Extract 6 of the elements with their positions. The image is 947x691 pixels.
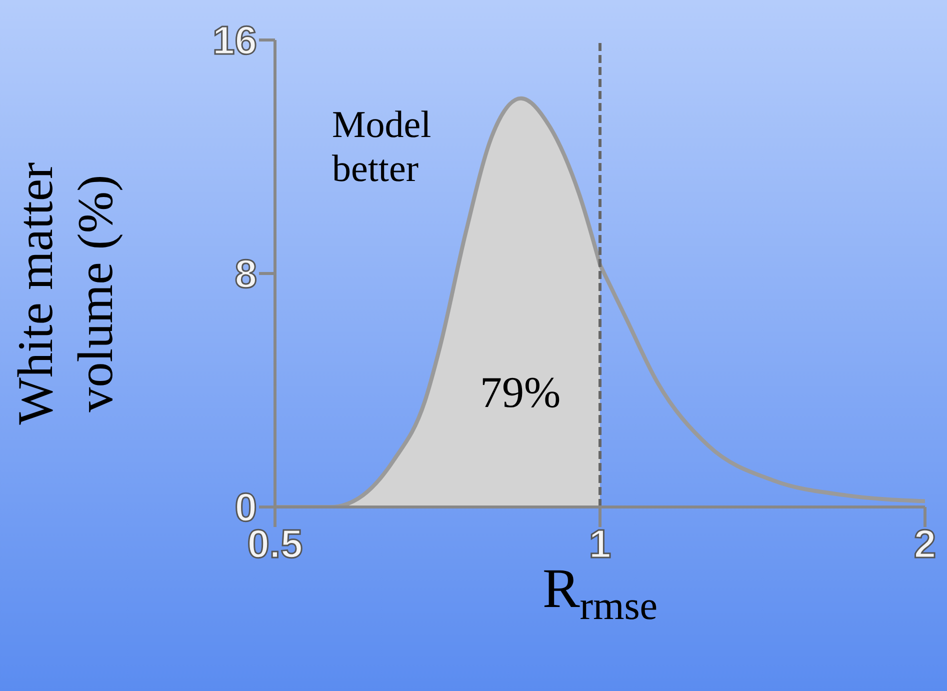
y-axis-title: White matter volume (%) <box>7 162 123 425</box>
y-tick-label: 8 <box>234 252 257 297</box>
y-tick-label: 16 <box>212 19 257 64</box>
annotation: 79% <box>480 368 562 419</box>
x-tick-label: 2 <box>914 522 936 566</box>
annotation: Model better <box>332 104 432 192</box>
